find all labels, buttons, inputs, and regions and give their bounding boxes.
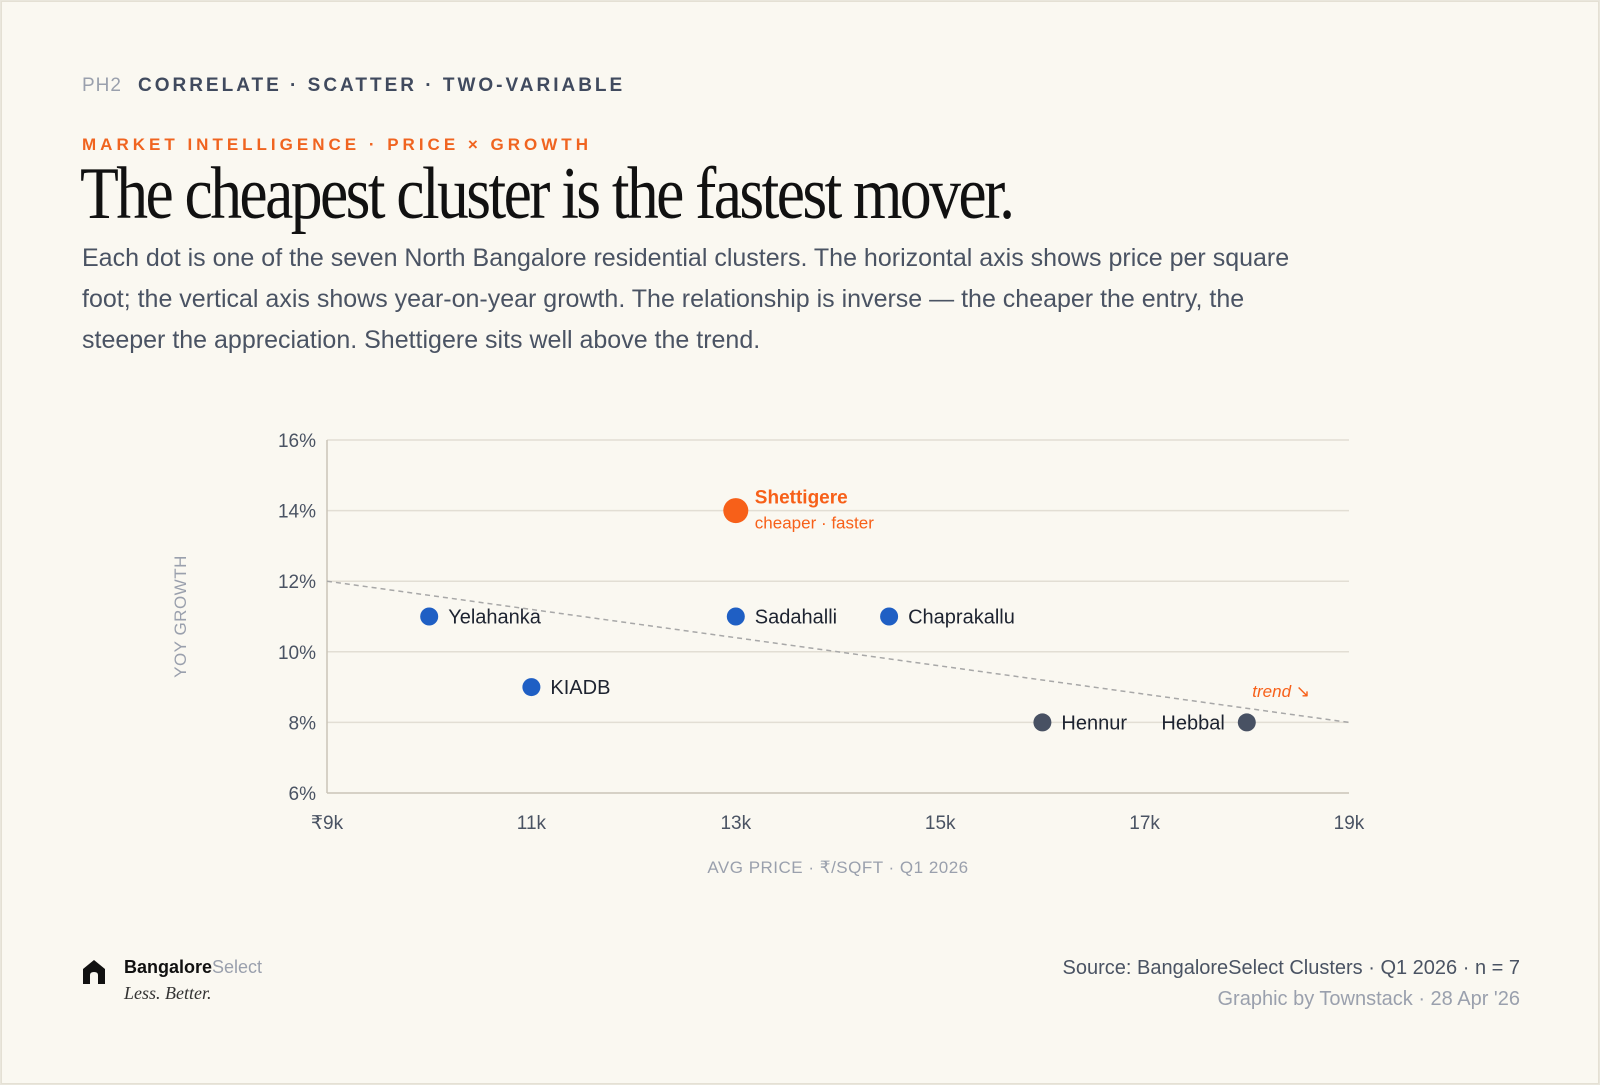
x-tick-label: 11k (517, 813, 547, 834)
x-axis-title: AVG PRICE · ₹/SQFT · Q1 2026 (707, 858, 968, 877)
y-tick-label: 10% (278, 643, 316, 664)
point-label: Yelahanka (448, 607, 542, 629)
y-tick-label: 16% (278, 431, 316, 452)
point-hennur (1033, 713, 1052, 732)
brand-name-bold: Bangalore (124, 957, 213, 977)
brand-name-light: Select (212, 957, 263, 977)
trend-label: trend ↘ (1252, 682, 1310, 701)
house-icon (83, 960, 105, 984)
point-label: KIADB (550, 677, 610, 699)
x-tick-label: 17k (1129, 813, 1160, 834)
brand-tagline: Less. Better. (124, 983, 212, 1003)
point-shettigere (723, 498, 749, 524)
point-sadahalli (726, 607, 745, 626)
point-label: Chaprakallu (908, 607, 1015, 629)
x-tick-label: 13k (720, 813, 751, 834)
point-label: Sadahalli (755, 607, 837, 629)
x-tick-label: 15k (925, 813, 956, 834)
point-label: Hebbal (1161, 712, 1224, 734)
point-kiadb (522, 678, 541, 697)
point-label: Shettigere (755, 488, 848, 509)
point-yelahanka (420, 607, 439, 626)
point-label: Hennur (1061, 712, 1127, 734)
x-tick-label: ₹9k (311, 813, 344, 834)
point-hebbal (1237, 713, 1256, 732)
section-code: PH2 (82, 75, 122, 96)
y-tick-label: 8% (289, 713, 317, 734)
y-tick-label: 6% (289, 784, 317, 805)
point-note: cheaper · faster (755, 514, 874, 533)
trend-line (326, 580, 1350, 724)
eyebrow: MARKET INTELLIGENCE · PRICE × GROWTH (82, 135, 592, 154)
headline: The cheapest cluster is the fastest move… (80, 153, 1015, 235)
dek: Each dot is one of the seven North Banga… (82, 244, 1290, 354)
y-tick-label: 14% (278, 502, 316, 523)
x-tick-label: 19k (1334, 813, 1365, 834)
source-note: Source: BangaloreSelect Clusters · Q1 20… (1062, 957, 1520, 979)
credit-note: Graphic by Townstack · 28 Apr '26 (1217, 988, 1521, 1010)
kicker: PH2 CORRELATE · SCATTER · TWO-VARIABLE (82, 75, 625, 97)
kicker-label: CORRELATE · SCATTER · TWO-VARIABLE (137, 75, 626, 96)
point-chaprakallu (880, 607, 899, 626)
brand-name: BangaloreSelect (124, 957, 262, 978)
y-tick-label: 12% (278, 572, 316, 593)
y-axis-title: YOY GROWTH (171, 555, 190, 678)
